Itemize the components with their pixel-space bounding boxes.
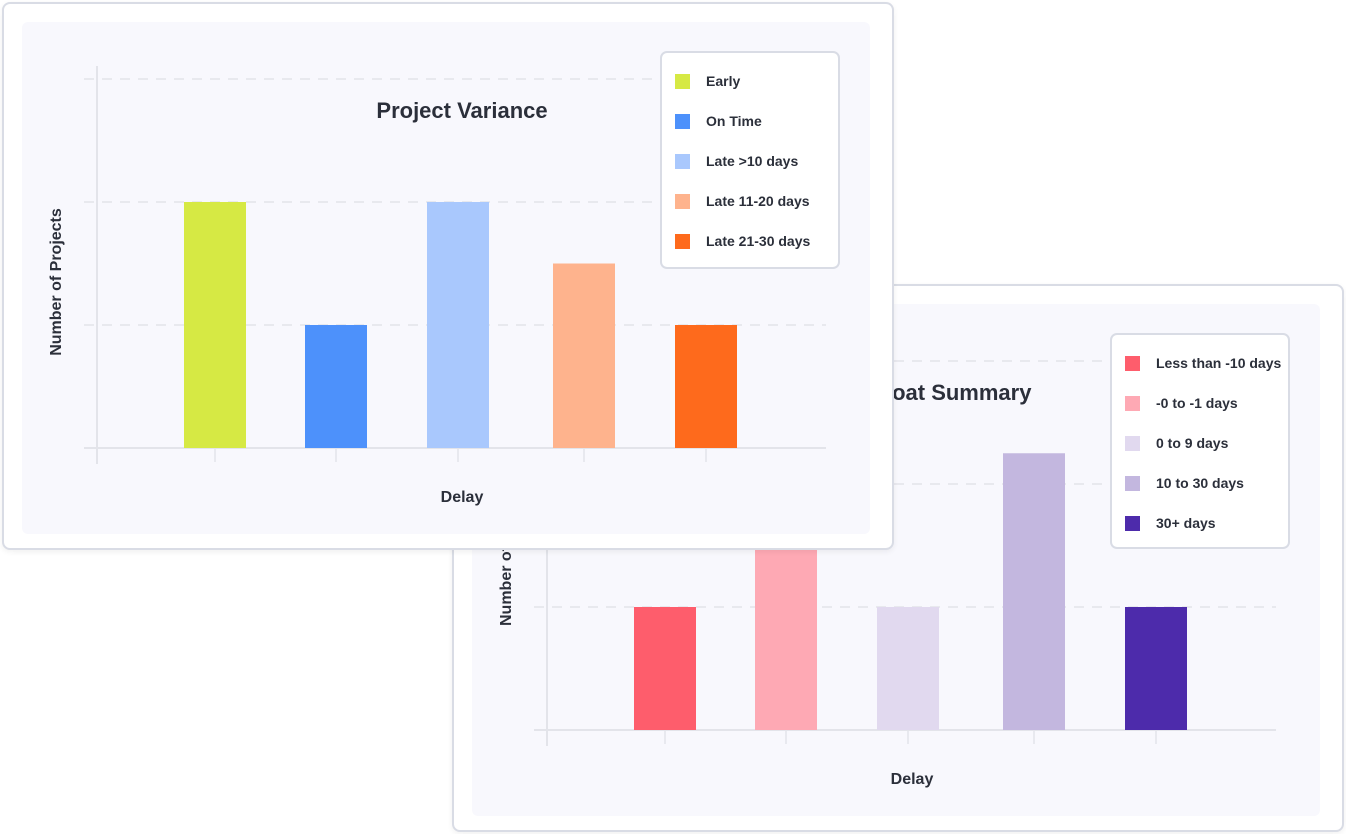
y-axis-label: Number of Projects xyxy=(48,208,65,356)
legend-swatch xyxy=(675,234,690,249)
bar-4 xyxy=(553,263,615,448)
bar-1 xyxy=(634,607,696,730)
bar-1 xyxy=(184,202,246,448)
legend-label: Late 21-30 days xyxy=(706,233,810,249)
legend-label: 10 to 30 days xyxy=(1156,475,1244,491)
legend-swatch xyxy=(1125,516,1140,531)
project-variance-chart: Project Variance Delay Number of Projects E… xyxy=(48,51,840,506)
bar-5 xyxy=(675,325,737,448)
bar-4 xyxy=(1003,453,1065,730)
legend-swatch xyxy=(1125,476,1140,491)
legend-label: -0 to -1 days xyxy=(1156,395,1238,411)
legend-label: On Time xyxy=(706,113,762,129)
bar-2 xyxy=(305,325,367,448)
chart-title: Project Variance xyxy=(376,98,547,123)
x-axis-label: Delay xyxy=(891,771,934,788)
legend-box xyxy=(660,51,840,269)
legend-label: Less than -10 days xyxy=(1156,355,1281,371)
project-variance-card: Project Variance Delay Number of Projects E… xyxy=(2,2,894,550)
legend-label: Early xyxy=(706,73,740,89)
legend-label: 30+ days xyxy=(1156,515,1216,531)
chart-title: Float Summary xyxy=(873,380,1033,405)
legend-swatch xyxy=(1125,396,1140,411)
legend-label: Late >10 days xyxy=(706,153,798,169)
bar-5 xyxy=(1125,607,1187,730)
legend-label: Late 11-20 days xyxy=(706,193,810,209)
legend-box xyxy=(1110,333,1290,549)
legend-swatch xyxy=(675,194,690,209)
bar-3 xyxy=(427,202,489,448)
x-axis-label: Delay xyxy=(441,489,484,506)
bar-3 xyxy=(877,607,939,730)
legend-swatch xyxy=(1125,356,1140,371)
legend-swatch xyxy=(1125,436,1140,451)
legend-swatch xyxy=(675,74,690,89)
legend-label: 0 to 9 days xyxy=(1156,435,1229,451)
legend-swatch xyxy=(675,154,690,169)
y-axis-label: Number of xyxy=(498,545,515,626)
legend-swatch xyxy=(675,114,690,129)
